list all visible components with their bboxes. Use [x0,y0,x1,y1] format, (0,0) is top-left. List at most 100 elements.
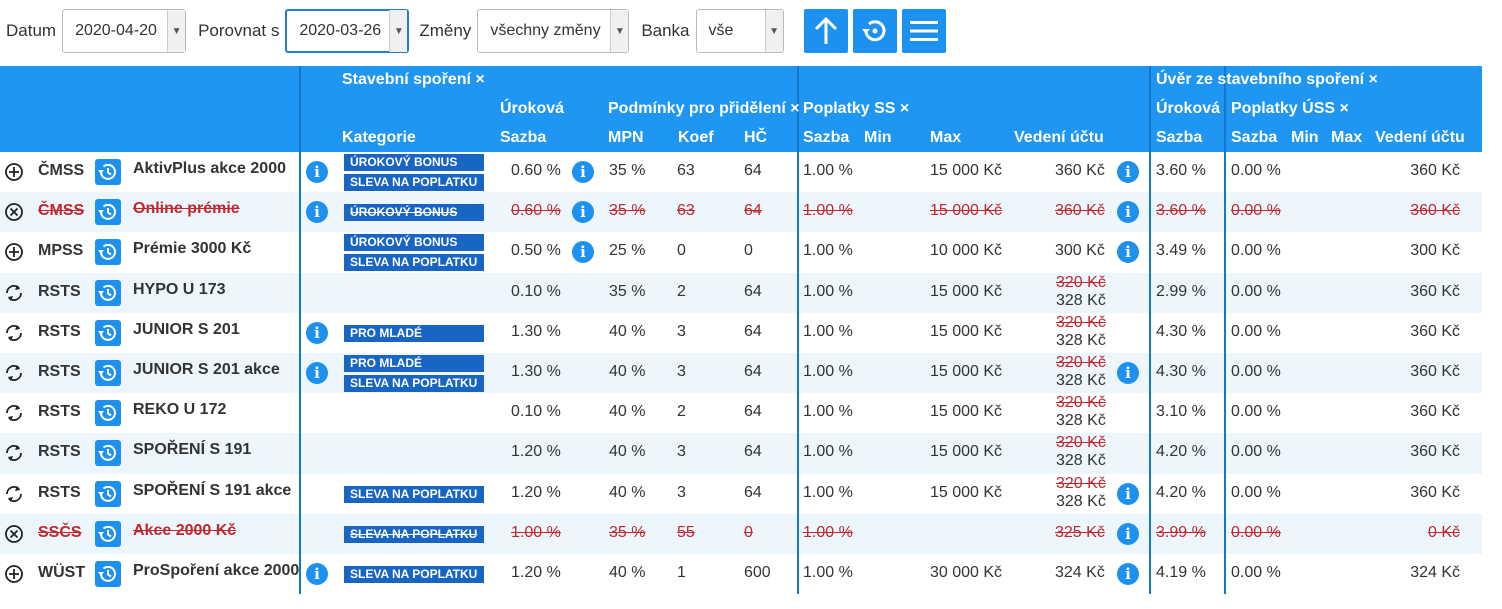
info-icon[interactable]: i [1117,522,1139,545]
banka-label: Banka [641,21,690,40]
category-tag: ÚROKOVÝ BONUS [344,154,484,171]
koef-value: 1 [677,563,686,581]
history-icon[interactable] [95,560,121,587]
header-koef[interactable]: Koef [678,129,714,146]
bank-name: RSTS [38,282,81,300]
hc-value: 64 [744,403,762,421]
poplatek-sazba-value: 1.00 % [803,403,853,421]
info-icon[interactable]: i [1117,562,1139,585]
menu-button[interactable] [901,9,946,53]
mpn-value: 25 % [609,242,646,260]
header-poplatky-uss[interactable]: Poplatky ÚSS × [1231,100,1349,117]
history-icon[interactable] [95,239,121,266]
hc-value: 64 [744,202,762,220]
info-icon[interactable]: i [306,161,328,183]
uver-poplatek-sazba-value: 0.00 % [1231,563,1281,581]
uver-sazba-value: 4.30 % [1156,362,1206,380]
header-urokova: Úroková [500,100,565,117]
bank-name: RSTS [38,443,81,461]
uver-poplatek-sazba-value: 0.00 % [1231,483,1281,501]
poplatek-sazba-value: 1.00 % [803,202,853,220]
scroll-up-button[interactable] [803,9,848,53]
table-row: RSTS SPOŘENÍ S 191 1.20 % 40 % 3 64 1.00 % 15 0… [0,433,1482,474]
koef-value: 2 [677,403,686,421]
header-sazba[interactable]: Sazba [500,129,547,146]
history-button[interactable] [852,9,897,53]
table-row: RSTS JUNIOR S 201 i PRO MLADÉ 1.30 % 40 % 3 64 1… [0,312,1482,353]
product-name: REKO U 172 [133,401,227,419]
info-icon[interactable]: i [306,562,328,585]
header-u-min[interactable]: Min [1291,129,1319,146]
header-p-max[interactable]: Max [930,129,962,146]
datum-select[interactable]: 2020-04-20 ▼ [62,9,187,53]
info-icon[interactable]: i [572,201,594,224]
info-icon[interactable]: i [572,241,594,264]
category-tag: ÚROKOVÝ BONUS [344,234,484,252]
history-icon[interactable] [95,359,121,386]
header-u-sazba[interactable]: Sazba [1156,129,1203,146]
column-divider [299,312,301,353]
history-icon[interactable] [95,279,121,306]
banka-select[interactable]: vše ▼ [695,9,784,53]
column-divider [1149,152,1151,193]
poplatek-max-value: 15 000 Kč [930,162,1003,179]
chevron-down-icon: ▼ [167,10,186,52]
header-group-uss[interactable]: Úvěr ze stavebního spoření × [1156,71,1378,88]
info-icon[interactable]: i [1117,201,1139,224]
history-icon[interactable] [95,199,121,226]
header-poplatky-ss[interactable]: Poplatky SS × [803,100,910,117]
zmeny-select[interactable]: všechny změny ▼ [477,9,630,53]
header-mpn[interactable]: MPN [608,129,644,146]
header-podminky[interactable]: Podmínky pro přidělení × [608,100,800,117]
header-p-vedeni[interactable]: Vedení účtu [1014,129,1104,146]
history-icon[interactable] [95,319,121,346]
info-icon[interactable]: i [306,201,328,224]
info-icon[interactable]: i [1117,482,1139,505]
header-p-sazba[interactable]: Sazba [803,129,850,146]
column-divider [1149,393,1151,434]
uver-vedeni-value: 360 Kč [1410,162,1460,179]
koef-value: 0 [677,242,686,260]
header-kategorie[interactable]: Kategorie [342,129,416,146]
info-icon[interactable]: i [1117,161,1139,183]
info-icon[interactable]: i [572,161,594,183]
column-divider [299,152,301,193]
column-divider [797,473,799,514]
koef-value: 2 [677,282,686,300]
info-icon[interactable]: i [306,361,328,384]
porovnat-select[interactable]: 2020-03-26 ▼ [285,9,410,53]
header-p-min[interactable]: Min [864,129,892,146]
column-divider [299,393,301,434]
column-divider [299,553,301,595]
history-icon[interactable] [95,520,121,547]
history-icon[interactable] [95,480,121,507]
column-divider [1224,553,1226,595]
hc-value: 0 [744,523,753,541]
history-icon[interactable] [95,159,121,185]
vedeni-value: 324 Kč [1055,563,1105,581]
removed-icon [4,202,24,222]
table-row: ČMSS Online prémie i ÚROKOVÝ BONUS 0.60 % i 35… [0,192,1482,233]
history-icon[interactable] [95,440,121,467]
header-u-p-sazba[interactable]: Sazba [1231,129,1278,146]
column-divider [1149,352,1151,394]
sazba-value: 0.10 % [511,282,561,300]
bank-name: ČMSS [38,202,85,220]
column-divider [797,312,799,353]
history-icon[interactable] [95,400,121,427]
column-divider [1149,433,1151,474]
info-icon[interactable]: i [1117,241,1139,264]
header-group-ss[interactable]: Stavební spoření × [342,71,485,88]
chevron-down-icon: ▼ [389,10,408,52]
mpn-value: 35 % [609,523,646,541]
info-icon[interactable]: i [306,321,328,344]
bank-name: RSTS [38,362,81,380]
header-u-max[interactable]: Max [1331,129,1363,146]
info-icon[interactable]: i [1117,361,1139,384]
table-row: RSTS JUNIOR S 201 akce i PRO MLADÉ SLEVA NA … [0,352,1482,394]
added-icon [4,162,24,182]
header-hc[interactable]: HČ [744,129,768,146]
product-name: Akce 2000 Kč [133,521,237,539]
header-u-vedeni[interactable]: Vedení účtu [1375,129,1465,146]
bank-name: RSTS [38,403,81,421]
